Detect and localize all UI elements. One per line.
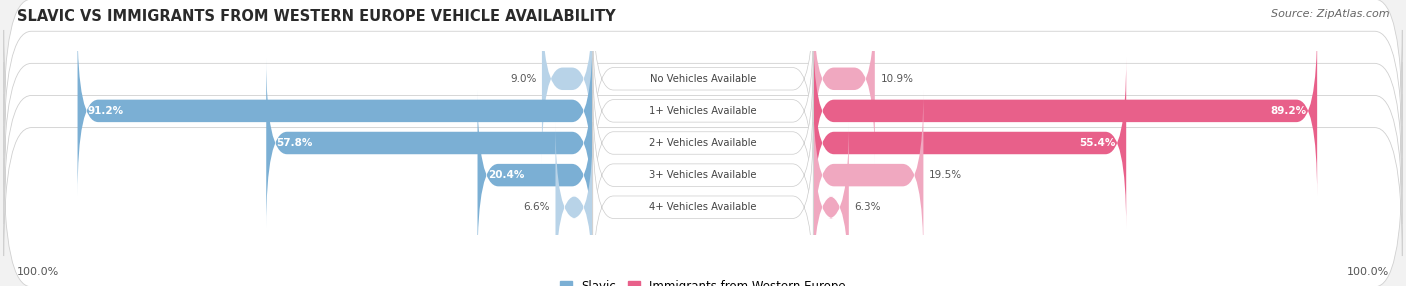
FancyBboxPatch shape xyxy=(593,58,813,228)
Text: 6.6%: 6.6% xyxy=(523,202,550,212)
Text: 1+ Vehicles Available: 1+ Vehicles Available xyxy=(650,106,756,116)
FancyBboxPatch shape xyxy=(593,90,813,260)
Text: 91.2%: 91.2% xyxy=(89,106,124,116)
FancyBboxPatch shape xyxy=(813,0,875,164)
Text: Source: ZipAtlas.com: Source: ZipAtlas.com xyxy=(1271,9,1389,19)
Text: 55.4%: 55.4% xyxy=(1080,138,1116,148)
FancyBboxPatch shape xyxy=(4,63,1402,223)
FancyBboxPatch shape xyxy=(813,26,1317,196)
Text: 2+ Vehicles Available: 2+ Vehicles Available xyxy=(650,138,756,148)
Text: 100.0%: 100.0% xyxy=(1347,267,1389,277)
Text: 89.2%: 89.2% xyxy=(1271,106,1306,116)
Text: 57.8%: 57.8% xyxy=(277,138,314,148)
FancyBboxPatch shape xyxy=(593,122,813,286)
Text: 19.5%: 19.5% xyxy=(929,170,962,180)
FancyBboxPatch shape xyxy=(541,0,593,164)
FancyBboxPatch shape xyxy=(4,96,1402,255)
FancyBboxPatch shape xyxy=(4,31,1402,190)
Text: 4+ Vehicles Available: 4+ Vehicles Available xyxy=(650,202,756,212)
FancyBboxPatch shape xyxy=(593,26,813,196)
Text: 100.0%: 100.0% xyxy=(17,267,59,277)
Legend: Slavic, Immigrants from Western Europe: Slavic, Immigrants from Western Europe xyxy=(555,276,851,286)
FancyBboxPatch shape xyxy=(266,58,593,228)
FancyBboxPatch shape xyxy=(4,128,1402,286)
Text: 6.3%: 6.3% xyxy=(855,202,880,212)
FancyBboxPatch shape xyxy=(555,122,593,286)
FancyBboxPatch shape xyxy=(4,0,1402,158)
Text: 3+ Vehicles Available: 3+ Vehicles Available xyxy=(650,170,756,180)
FancyBboxPatch shape xyxy=(813,58,1126,228)
Text: No Vehicles Available: No Vehicles Available xyxy=(650,74,756,84)
FancyBboxPatch shape xyxy=(813,122,849,286)
Text: 10.9%: 10.9% xyxy=(880,74,914,84)
FancyBboxPatch shape xyxy=(813,90,924,260)
FancyBboxPatch shape xyxy=(593,0,813,164)
Text: 9.0%: 9.0% xyxy=(510,74,537,84)
FancyBboxPatch shape xyxy=(478,90,593,260)
Text: SLAVIC VS IMMIGRANTS FROM WESTERN EUROPE VEHICLE AVAILABILITY: SLAVIC VS IMMIGRANTS FROM WESTERN EUROPE… xyxy=(17,9,616,23)
FancyBboxPatch shape xyxy=(77,26,593,196)
Text: 20.4%: 20.4% xyxy=(488,170,524,180)
